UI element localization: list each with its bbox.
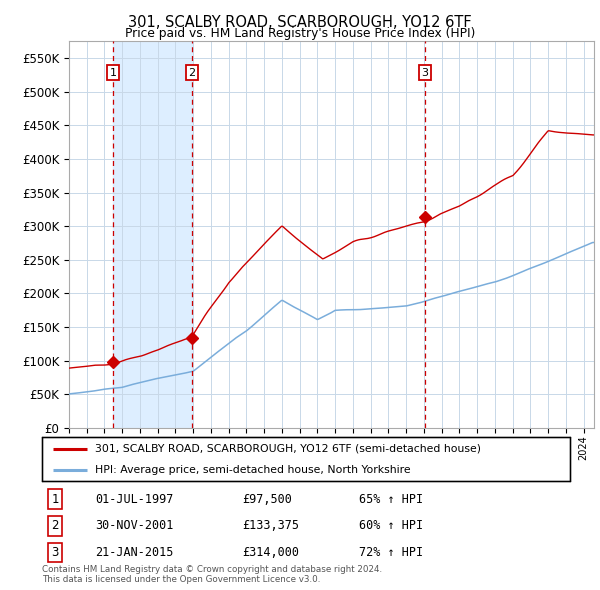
Text: 2: 2 xyxy=(188,68,196,78)
Text: 301, SCALBY ROAD, SCARBOROUGH, YO12 6TF (semi-detached house): 301, SCALBY ROAD, SCARBOROUGH, YO12 6TF … xyxy=(95,444,481,454)
Text: 72% ↑ HPI: 72% ↑ HPI xyxy=(359,546,423,559)
Text: £97,500: £97,500 xyxy=(242,493,293,506)
Text: 21-JAN-2015: 21-JAN-2015 xyxy=(95,546,173,559)
Text: 65% ↑ HPI: 65% ↑ HPI xyxy=(359,493,423,506)
Text: £133,375: £133,375 xyxy=(242,519,299,532)
Text: 2: 2 xyxy=(52,519,59,532)
Text: HPI: Average price, semi-detached house, North Yorkshire: HPI: Average price, semi-detached house,… xyxy=(95,465,410,475)
Text: Price paid vs. HM Land Registry's House Price Index (HPI): Price paid vs. HM Land Registry's House … xyxy=(125,27,475,40)
Bar xyxy=(113,41,192,428)
Text: 1: 1 xyxy=(110,68,117,78)
Text: 01-JUL-1997: 01-JUL-1997 xyxy=(95,493,173,506)
Text: 60% ↑ HPI: 60% ↑ HPI xyxy=(359,519,423,532)
Text: Contains HM Land Registry data © Crown copyright and database right 2024.: Contains HM Land Registry data © Crown c… xyxy=(42,565,382,574)
Text: 1: 1 xyxy=(52,493,59,506)
Text: This data is licensed under the Open Government Licence v3.0.: This data is licensed under the Open Gov… xyxy=(42,575,320,584)
Text: 30-NOV-2001: 30-NOV-2001 xyxy=(95,519,173,532)
Text: £314,000: £314,000 xyxy=(242,546,299,559)
Text: 301, SCALBY ROAD, SCARBOROUGH, YO12 6TF: 301, SCALBY ROAD, SCARBOROUGH, YO12 6TF xyxy=(128,15,472,30)
Text: 3: 3 xyxy=(52,546,59,559)
Text: 3: 3 xyxy=(421,68,428,78)
